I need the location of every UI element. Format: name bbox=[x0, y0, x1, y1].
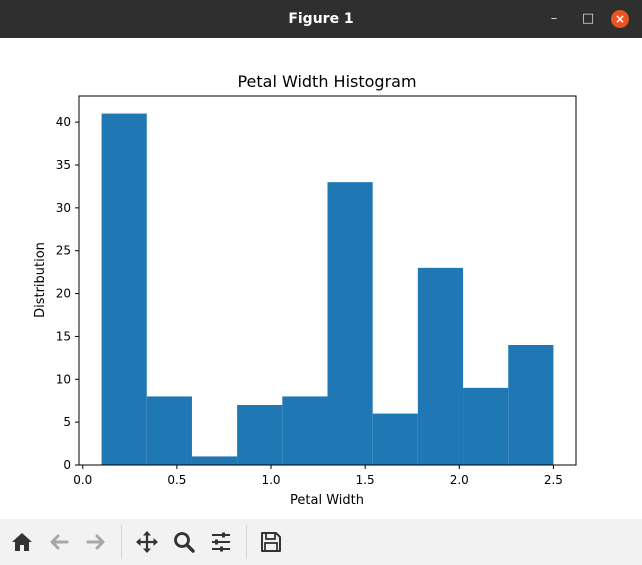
save-button[interactable] bbox=[257, 528, 285, 556]
y-tick-label: 5 bbox=[63, 415, 71, 429]
y-ticks: 0 5 10 15 20 25 30 35 40 bbox=[56, 115, 79, 472]
y-tick-label: 10 bbox=[56, 372, 71, 386]
pan-button[interactable] bbox=[133, 528, 161, 556]
zoom-button[interactable] bbox=[170, 528, 198, 556]
histogram-bar bbox=[282, 396, 328, 465]
y-tick-label: 20 bbox=[56, 287, 71, 301]
forward-button[interactable] bbox=[82, 528, 110, 556]
x-tick-label: 1.5 bbox=[356, 473, 375, 487]
x-tick-label: 0.0 bbox=[73, 473, 92, 487]
histogram-bar bbox=[327, 182, 373, 465]
histogram-bar bbox=[508, 345, 554, 465]
bars-group bbox=[101, 113, 554, 466]
histogram-bar bbox=[191, 456, 238, 465]
arrow-left-icon bbox=[50, 534, 69, 550]
home-button[interactable] bbox=[8, 528, 36, 556]
x-tick-label: 0.5 bbox=[167, 473, 186, 487]
x-axis-label: Petal Width bbox=[290, 493, 364, 508]
arrow-right-icon bbox=[86, 534, 105, 550]
navigation-toolbar bbox=[0, 519, 642, 565]
histogram-chart: Petal Width Histogram 0.0 0.5 1.0 1.5 2.0 2.5… bbox=[33, 72, 577, 508]
x-tick-label: 2.0 bbox=[450, 473, 469, 487]
y-tick-label: 0 bbox=[63, 458, 71, 472]
histogram-bar bbox=[463, 387, 509, 465]
back-button[interactable] bbox=[45, 528, 73, 556]
minimize-button[interactable]: – bbox=[550, 11, 558, 26]
home-icon bbox=[12, 533, 32, 551]
x-ticks: 0.0 0.5 1.0 1.5 2.0 2.5 bbox=[73, 465, 563, 487]
histogram-bar bbox=[372, 413, 418, 465]
window-titlebar: Figure 1 – □ × bbox=[0, 0, 642, 38]
close-button[interactable]: × bbox=[611, 10, 629, 28]
histogram-bar bbox=[417, 267, 464, 465]
y-tick-label: 30 bbox=[56, 201, 71, 215]
chart-title: Petal Width Histogram bbox=[237, 72, 416, 91]
toolbar-separator bbox=[246, 525, 247, 559]
y-tick-label: 35 bbox=[56, 158, 71, 172]
histogram-bar bbox=[146, 396, 192, 465]
x-tick-label: 2.5 bbox=[544, 473, 563, 487]
toolbar-separator bbox=[121, 525, 122, 559]
y-tick-label: 25 bbox=[56, 244, 71, 258]
move-icon bbox=[136, 531, 158, 553]
configure-subplots-button[interactable] bbox=[207, 528, 235, 556]
y-tick-label: 15 bbox=[56, 329, 71, 343]
y-tick-label: 40 bbox=[56, 115, 71, 129]
floppy-disk-icon bbox=[261, 532, 281, 552]
plot-frame bbox=[78, 95, 577, 466]
histogram-bar bbox=[237, 405, 283, 465]
sliders-icon bbox=[212, 532, 230, 552]
figure-canvas: Petal Width Histogram 0.0 0.5 1.0 1.5 2.0 2.5… bbox=[0, 38, 642, 519]
histogram-bar bbox=[101, 113, 147, 466]
x-tick-label: 1.0 bbox=[261, 473, 280, 487]
y-axis-label: Distribution bbox=[33, 242, 48, 318]
window-title: Figure 1 bbox=[288, 11, 354, 27]
magnifier-icon bbox=[174, 532, 195, 553]
maximize-button[interactable]: □ bbox=[581, 11, 595, 26]
